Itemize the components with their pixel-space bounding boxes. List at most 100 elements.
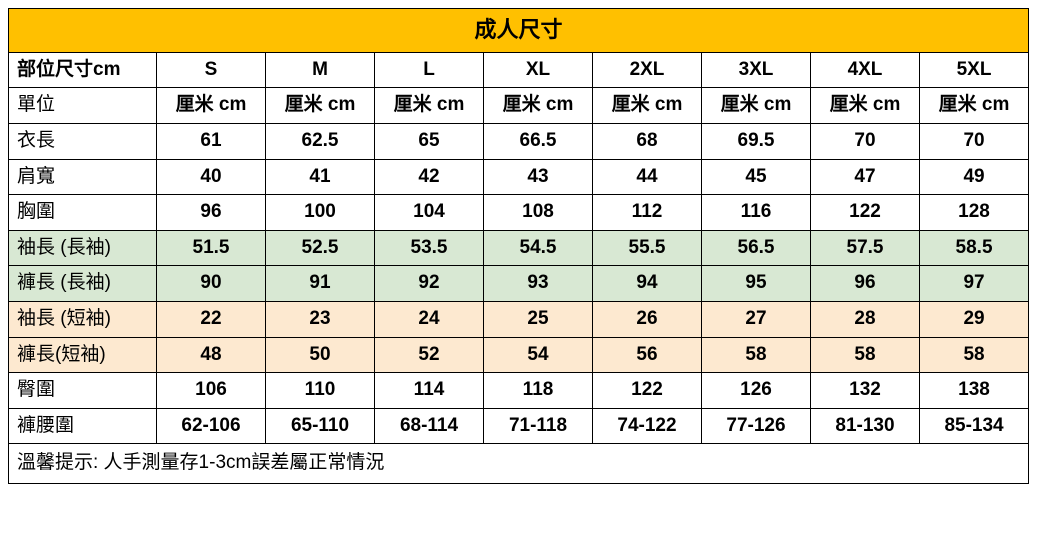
value-cell: 118 xyxy=(484,373,593,409)
value-cell: 110 xyxy=(266,373,375,409)
value-cell: 51.5 xyxy=(157,230,266,266)
size-header: 4XL xyxy=(811,52,920,88)
table-title: 成人尺寸 xyxy=(9,9,1029,53)
value-cell: 70 xyxy=(920,123,1029,159)
value-cell: 43 xyxy=(484,159,593,195)
value-cell: 122 xyxy=(811,195,920,231)
value-cell: 122 xyxy=(593,373,702,409)
value-cell: 104 xyxy=(375,195,484,231)
value-cell: 114 xyxy=(375,373,484,409)
value-cell: 95 xyxy=(702,266,811,302)
row-label: 衣長 xyxy=(9,123,157,159)
value-cell: 128 xyxy=(920,195,1029,231)
unit-cell: 厘米 cm xyxy=(593,88,702,124)
value-cell: 69.5 xyxy=(702,123,811,159)
value-cell: 48 xyxy=(157,337,266,373)
size-header: 2XL xyxy=(593,52,702,88)
value-cell: 71-118 xyxy=(484,408,593,444)
note-row: 溫馨提示: 人手測量存1-3cm誤差屬正常情況 xyxy=(9,444,1029,484)
value-cell: 58 xyxy=(920,337,1029,373)
row-label: 袖長 (短袖) xyxy=(9,301,157,337)
value-cell: 138 xyxy=(920,373,1029,409)
size-header: XL xyxy=(484,52,593,88)
table-row: 胸圍96100104108112116122128 xyxy=(9,195,1029,231)
value-cell: 108 xyxy=(484,195,593,231)
size-header: L xyxy=(375,52,484,88)
value-cell: 41 xyxy=(266,159,375,195)
value-cell: 56.5 xyxy=(702,230,811,266)
value-cell: 40 xyxy=(157,159,266,195)
unit-cell: 厘米 cm xyxy=(266,88,375,124)
unit-cell: 厘米 cm xyxy=(811,88,920,124)
title-row: 成人尺寸 xyxy=(9,9,1029,53)
unit-cell: 厘米 cm xyxy=(157,88,266,124)
unit-label: 單位 xyxy=(9,88,157,124)
unit-cell: 厘米 cm xyxy=(484,88,593,124)
row-label: 胸圍 xyxy=(9,195,157,231)
table-row: 肩寬4041424344454749 xyxy=(9,159,1029,195)
value-cell: 68 xyxy=(593,123,702,159)
value-cell: 58 xyxy=(811,337,920,373)
value-cell: 62-106 xyxy=(157,408,266,444)
value-cell: 49 xyxy=(920,159,1029,195)
size-header: M xyxy=(266,52,375,88)
value-cell: 44 xyxy=(593,159,702,195)
unit-cell: 厘米 cm xyxy=(702,88,811,124)
value-cell: 68-114 xyxy=(375,408,484,444)
value-cell: 74-122 xyxy=(593,408,702,444)
value-cell: 29 xyxy=(920,301,1029,337)
value-cell: 90 xyxy=(157,266,266,302)
value-cell: 57.5 xyxy=(811,230,920,266)
value-cell: 81-130 xyxy=(811,408,920,444)
value-cell: 23 xyxy=(266,301,375,337)
note-text: 溫馨提示: 人手測量存1-3cm誤差屬正常情況 xyxy=(9,444,1029,484)
value-cell: 42 xyxy=(375,159,484,195)
table-row: 臀圍106110114118122126132138 xyxy=(9,373,1029,409)
value-cell: 62.5 xyxy=(266,123,375,159)
value-cell: 26 xyxy=(593,301,702,337)
row-label: 褲長 (長袖) xyxy=(9,266,157,302)
row-label: 褲腰圍 xyxy=(9,408,157,444)
value-cell: 61 xyxy=(157,123,266,159)
value-cell: 126 xyxy=(702,373,811,409)
value-cell: 116 xyxy=(702,195,811,231)
table-row: 衣長6162.56566.56869.57070 xyxy=(9,123,1029,159)
value-cell: 24 xyxy=(375,301,484,337)
value-cell: 54 xyxy=(484,337,593,373)
value-cell: 50 xyxy=(266,337,375,373)
row-label: 袖長 (長袖) xyxy=(9,230,157,266)
size-chart-sheet: 成人尺寸 部位尺寸cm S M L XL 2XL 3XL 4XL 5XL 單位 … xyxy=(8,8,1030,484)
value-cell: 112 xyxy=(593,195,702,231)
value-cell: 28 xyxy=(811,301,920,337)
value-cell: 47 xyxy=(811,159,920,195)
row-label: 臀圍 xyxy=(9,373,157,409)
unit-cell: 厘米 cm xyxy=(375,88,484,124)
value-cell: 56 xyxy=(593,337,702,373)
value-cell: 94 xyxy=(593,266,702,302)
corner-header: 部位尺寸cm xyxy=(9,52,157,88)
value-cell: 96 xyxy=(811,266,920,302)
value-cell: 27 xyxy=(702,301,811,337)
value-cell: 97 xyxy=(920,266,1029,302)
row-label: 肩寬 xyxy=(9,159,157,195)
value-cell: 66.5 xyxy=(484,123,593,159)
value-cell: 54.5 xyxy=(484,230,593,266)
value-cell: 85-134 xyxy=(920,408,1029,444)
value-cell: 52 xyxy=(375,337,484,373)
table-row: 袖長 (短袖)2223242526272829 xyxy=(9,301,1029,337)
value-cell: 77-126 xyxy=(702,408,811,444)
size-header: 3XL xyxy=(702,52,811,88)
table-row: 袖長 (長袖)51.552.553.554.555.556.557.558.5 xyxy=(9,230,1029,266)
value-cell: 96 xyxy=(157,195,266,231)
size-table: 成人尺寸 部位尺寸cm S M L XL 2XL 3XL 4XL 5XL 單位 … xyxy=(8,8,1029,484)
size-header: 5XL xyxy=(920,52,1029,88)
value-cell: 92 xyxy=(375,266,484,302)
value-cell: 91 xyxy=(266,266,375,302)
table-row: 褲長(短袖)4850525456585858 xyxy=(9,337,1029,373)
value-cell: 65-110 xyxy=(266,408,375,444)
header-row: 部位尺寸cm S M L XL 2XL 3XL 4XL 5XL xyxy=(9,52,1029,88)
value-cell: 52.5 xyxy=(266,230,375,266)
value-cell: 22 xyxy=(157,301,266,337)
value-cell: 55.5 xyxy=(593,230,702,266)
value-cell: 106 xyxy=(157,373,266,409)
